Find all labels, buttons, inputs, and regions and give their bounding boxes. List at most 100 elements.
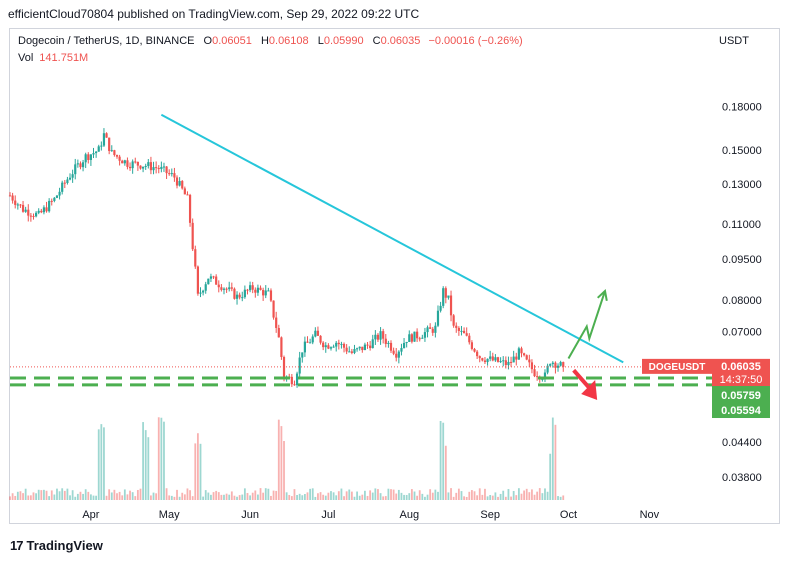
volume-bar: [129, 490, 131, 500]
volume-bar: [405, 494, 408, 500]
candle-body: [348, 351, 351, 353]
candle-body: [335, 342, 338, 347]
candle-body: [303, 341, 306, 353]
volume-bar: [413, 491, 416, 500]
candle-body: [515, 356, 518, 360]
candle-body: [131, 161, 134, 169]
candle-body: [382, 331, 385, 339]
up-arrow-path: [567, 290, 606, 360]
volume-bar: [309, 488, 312, 500]
candle-body: [68, 177, 72, 180]
candle-body: [113, 150, 116, 155]
volume-bar: [147, 437, 150, 500]
candle-body: [481, 358, 484, 361]
volume-bar: [116, 493, 118, 500]
candle-body: [546, 365, 549, 373]
candle-body: [413, 331, 416, 342]
candle-body: [389, 342, 393, 351]
candle-body: [402, 342, 406, 349]
candle-body: [314, 330, 317, 337]
volume-bar: [32, 492, 35, 500]
tradingview-logo[interactable]: 17 TradingView: [10, 538, 103, 553]
candle-body: [108, 137, 111, 151]
candle-body: [387, 342, 390, 344]
candle-body: [217, 284, 220, 288]
candle-body: [121, 160, 124, 164]
candle-body: [509, 361, 513, 363]
volume-bar: [382, 496, 385, 500]
volume-bar: [364, 490, 366, 500]
candle-body: [449, 295, 453, 316]
volume-bar: [270, 495, 272, 500]
volume-bar: [288, 494, 291, 500]
volume-bar: [238, 495, 241, 500]
candle-body: [494, 357, 497, 361]
symbol-label[interactable]: Dogecoin / TetherUS, 1D, BINANCE: [18, 35, 195, 47]
y-tick-label: 0.09500: [722, 254, 762, 266]
candle-body: [502, 360, 505, 362]
volume-bar: [439, 420, 442, 500]
volume-bar: [489, 495, 492, 500]
volume-bar: [546, 491, 549, 500]
candle-body: [329, 347, 333, 349]
volume-bar: [520, 493, 523, 500]
candle-body: [392, 350, 395, 354]
candle-body: [126, 160, 129, 167]
candle-body: [470, 342, 474, 349]
volume-bar: [66, 488, 69, 500]
symbol-tag-label: DOGEUSDT: [649, 362, 706, 373]
volume-bar: [473, 491, 476, 500]
candle-body: [202, 290, 205, 293]
volume-bar: [343, 496, 345, 500]
candle-body: [100, 145, 103, 147]
volume-bar: [139, 488, 142, 500]
volume-bar: [163, 421, 165, 500]
candle-body: [256, 287, 260, 293]
candle-body: [358, 346, 361, 349]
candle-body: [53, 197, 56, 201]
x-tick-label: Jun: [241, 509, 259, 521]
candle-body: [442, 288, 445, 306]
volume-bar: [183, 494, 186, 500]
volume-bar: [426, 494, 429, 500]
candle-body: [366, 344, 369, 346]
volume-bar: [267, 488, 270, 500]
candle-body: [316, 330, 320, 336]
chart-frame[interactable]: [9, 28, 780, 524]
candle-body: [29, 215, 32, 217]
candle-body: [243, 289, 246, 298]
volume-bar: [79, 491, 82, 500]
volume-bar: [377, 489, 379, 500]
volume-bar: [217, 492, 220, 500]
volume-bar: [345, 491, 348, 500]
candle-body: [165, 166, 168, 174]
candle-body: [397, 351, 400, 358]
volume-bar: [455, 492, 458, 500]
candle-body: [483, 360, 487, 363]
change-value: −0.00016 (−0.26%): [428, 35, 523, 47]
trendline: [160, 113, 624, 364]
volume-bar: [225, 493, 228, 500]
candle-body: [40, 210, 43, 213]
volume-bar: [275, 490, 278, 500]
volume-bar: [350, 491, 353, 500]
y-tick-label: 0.03800: [722, 472, 762, 484]
volume-bar: [549, 453, 552, 500]
candle-body: [173, 173, 176, 178]
volume-bar: [228, 494, 231, 500]
volume-bar: [136, 489, 139, 500]
candle-body: [32, 215, 35, 217]
volume-bar: [444, 445, 447, 500]
candle-body: [45, 207, 48, 212]
volume-bar: [541, 493, 544, 500]
volume-bar: [348, 489, 351, 500]
volume-bar: [35, 493, 37, 500]
volume-bar: [56, 488, 58, 500]
candle-body: [280, 337, 283, 357]
volume-bar: [429, 489, 432, 500]
volume-bar: [510, 496, 512, 500]
volume-bar: [424, 496, 426, 500]
candle-body: [528, 359, 531, 363]
volume-bar: [525, 488, 528, 500]
